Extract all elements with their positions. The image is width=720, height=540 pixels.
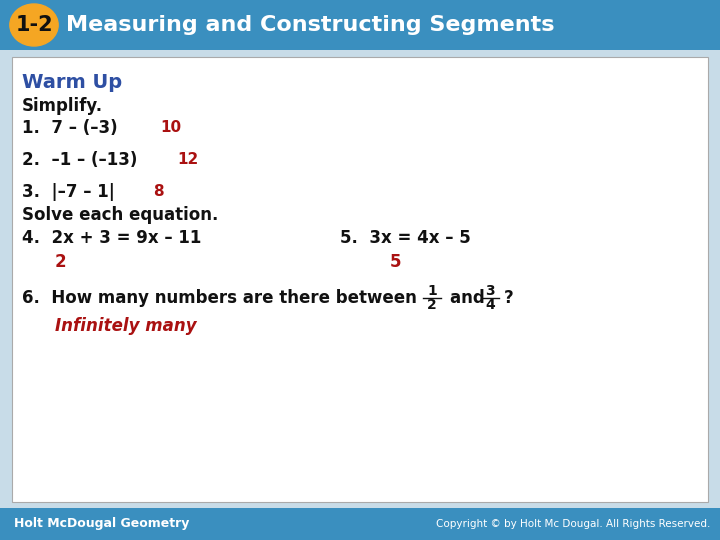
Text: 12: 12: [177, 152, 198, 167]
Text: Warm Up: Warm Up: [22, 72, 122, 91]
Text: Copyright © by Holt Mc Dougal. All Rights Reserved.: Copyright © by Holt Mc Dougal. All Right…: [436, 519, 710, 529]
Text: 1: 1: [427, 284, 437, 298]
FancyBboxPatch shape: [0, 0, 720, 50]
Text: 5: 5: [390, 253, 402, 271]
Text: 8: 8: [153, 185, 163, 199]
Text: 2: 2: [427, 298, 437, 312]
Text: 2: 2: [55, 253, 67, 271]
Text: 2.  –1 – (–13): 2. –1 – (–13): [22, 151, 149, 169]
Text: 4: 4: [485, 298, 495, 312]
Text: 1.  7 – (–3): 1. 7 – (–3): [22, 119, 123, 137]
Text: Measuring and Constructing Segments: Measuring and Constructing Segments: [66, 15, 554, 35]
Text: and: and: [450, 289, 490, 307]
Text: 6.  How many numbers are there between: 6. How many numbers are there between: [22, 289, 423, 307]
Text: 3.  |–7 – 1|: 3. |–7 – 1|: [22, 183, 127, 201]
Text: Holt McDougal Geometry: Holt McDougal Geometry: [14, 517, 189, 530]
Text: 4.  2x + 3 = 9x – 11: 4. 2x + 3 = 9x – 11: [22, 229, 202, 247]
Text: ?: ?: [504, 289, 514, 307]
Text: Simplify.: Simplify.: [22, 97, 103, 115]
Text: Infinitely many: Infinitely many: [55, 317, 197, 335]
Text: 10: 10: [160, 120, 181, 136]
Text: 1-2: 1-2: [15, 15, 53, 35]
Text: Solve each equation.: Solve each equation.: [22, 206, 218, 224]
Text: 3: 3: [485, 284, 495, 298]
FancyBboxPatch shape: [0, 508, 720, 540]
Ellipse shape: [10, 4, 58, 46]
Text: 5.  3x = 4x – 5: 5. 3x = 4x – 5: [340, 229, 471, 247]
FancyBboxPatch shape: [12, 57, 708, 502]
